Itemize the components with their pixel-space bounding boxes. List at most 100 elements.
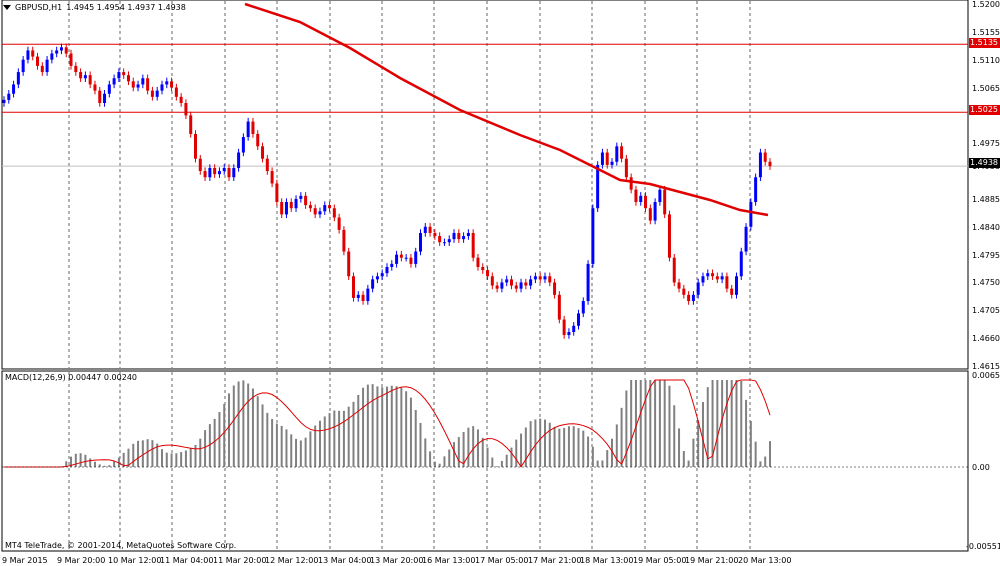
candle-body — [241, 137, 245, 153]
candle-body — [677, 282, 681, 289]
candle-body — [395, 254, 399, 264]
candle-body — [31, 50, 35, 57]
candle-body — [749, 202, 753, 227]
candle-body — [347, 251, 351, 277]
candle-body — [237, 152, 241, 168]
collapse-arrow-icon[interactable] — [3, 5, 11, 10]
candle-body — [490, 276, 494, 286]
candle-body — [562, 319, 566, 336]
candle-body — [150, 90, 154, 97]
time-tick: 19 Mar 21:00 — [685, 556, 739, 565]
candle-body — [529, 279, 533, 286]
candle-body — [194, 133, 197, 159]
candle-body — [486, 270, 490, 277]
candle-body — [758, 152, 762, 178]
candle-body — [332, 208, 336, 218]
candle-body — [744, 226, 748, 252]
candle-body — [634, 189, 638, 203]
time-tick: 13 Mar 20:00 — [370, 556, 424, 565]
candle-body — [543, 276, 547, 280]
time-tick: 9 Mar 20:00 — [57, 556, 106, 565]
horizontal-level-lines[interactable] — [2, 43, 968, 167]
candle-body — [21, 59, 25, 73]
candle-body — [366, 288, 370, 302]
candle-body — [337, 217, 341, 230]
candle-body — [308, 205, 312, 209]
candle-body — [691, 294, 695, 302]
candle-body — [581, 301, 585, 314]
candle-body — [452, 232, 456, 240]
macd-tick-bottom: -0.00551 — [966, 542, 1000, 551]
candle-body — [131, 81, 135, 88]
candle-body — [519, 282, 523, 289]
macd-title: MACD(12,26,9) 0.00447 0.00240 — [5, 373, 138, 382]
time-tick: 11 Mar 20:00 — [213, 556, 267, 565]
price-tick: 1.5110 — [972, 55, 1000, 65]
time-tick: 9 Mar 2015 — [2, 556, 48, 565]
candle-body — [591, 208, 595, 264]
candle-body — [69, 53, 73, 66]
price-tick: 1.4795 — [972, 250, 1000, 260]
ohlc-values: 1.4945 1.4954 1.4937 1.4938 — [66, 3, 186, 12]
candle-body — [328, 205, 332, 209]
candle-body — [179, 96, 183, 104]
candle-body — [409, 257, 413, 264]
current-price-tag: 1.4938 — [969, 158, 1000, 168]
candle-body — [208, 167, 212, 178]
candle-body — [577, 313, 580, 326]
candle-body — [624, 158, 628, 178]
candle-body — [117, 72, 121, 79]
candle-body — [514, 285, 518, 289]
chart-header: GBPUSD,H1 1.4945 1.4954 1.4937 1.4938 — [3, 3, 186, 12]
candle-body — [203, 171, 207, 178]
candle-body — [189, 115, 193, 134]
candle-body — [706, 273, 710, 277]
candle-body — [103, 93, 107, 104]
time-tick: 20 Mar 13:00 — [738, 556, 792, 565]
candle-body — [141, 78, 145, 85]
candle-body — [136, 84, 140, 88]
price-tick: 1.4885 — [972, 194, 1000, 204]
candle-body — [246, 121, 250, 138]
candle-body — [658, 189, 662, 203]
candle-body — [222, 167, 226, 172]
price-tick: 1.5065 — [972, 83, 1000, 93]
candle-body — [462, 236, 466, 240]
macd-tick-top: 0.00651 — [972, 371, 1000, 380]
candle-body — [16, 72, 20, 85]
candle-body — [318, 211, 322, 215]
candle-body — [12, 84, 16, 94]
price-tick: 1.4705 — [972, 306, 1000, 316]
candle-body — [404, 257, 408, 259]
time-tick: 16 Mar 13:00 — [422, 556, 476, 565]
candle-body — [356, 294, 360, 298]
price-tick: 1.4750 — [972, 278, 1000, 288]
candle-body — [505, 279, 509, 283]
macd-histogram — [65, 380, 771, 467]
time-tick: 18 Mar 13:00 — [580, 556, 634, 565]
candle-body — [217, 171, 221, 175]
candle-body — [79, 72, 83, 79]
candlesticks — [2, 43, 772, 339]
time-tick: 19 Mar 05:00 — [633, 556, 687, 565]
candle-body — [251, 121, 255, 134]
candle-body — [146, 78, 150, 91]
grid-lines — [68, 1, 751, 550]
candle-body — [438, 236, 442, 243]
candle-body — [605, 152, 609, 165]
candle-body — [524, 282, 528, 286]
candle-body — [414, 251, 418, 264]
candle-body — [232, 167, 236, 178]
candle-body — [730, 288, 734, 295]
price-tick: 1.4840 — [972, 222, 1000, 232]
candle-body — [567, 331, 571, 336]
candle-body — [270, 171, 274, 184]
candle-body — [112, 78, 116, 85]
candle-body — [610, 161, 614, 165]
candle-body — [447, 239, 451, 243]
candle-body — [696, 282, 700, 295]
candle-body — [725, 276, 729, 289]
candle-body — [639, 195, 643, 203]
